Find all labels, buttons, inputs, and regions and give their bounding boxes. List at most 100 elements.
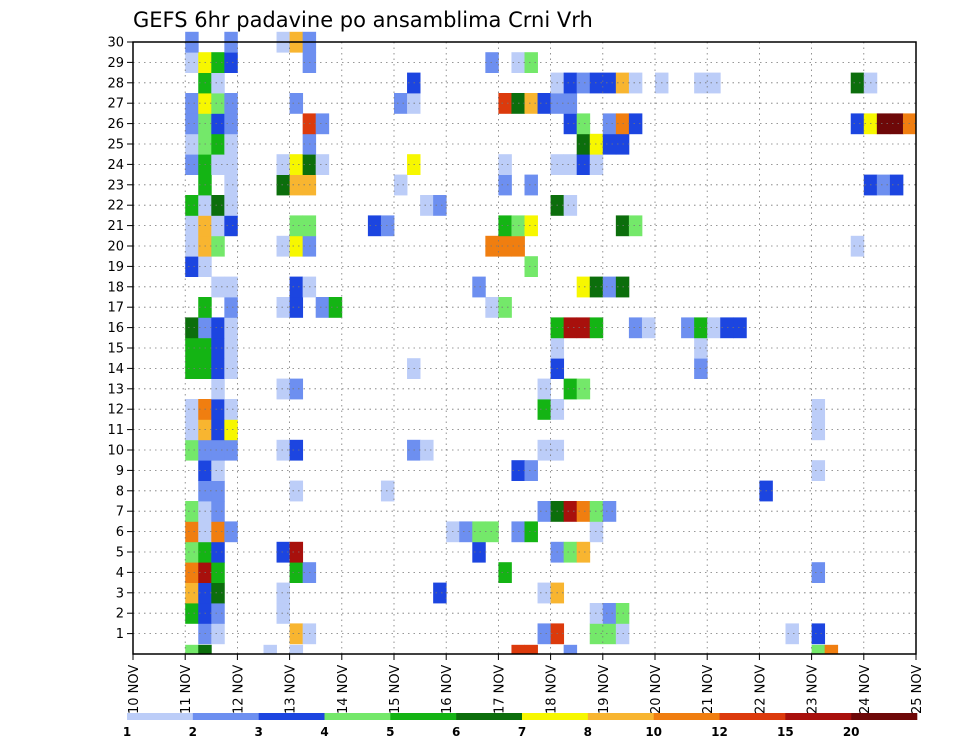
heatmap-cell (485, 235, 499, 257)
heatmap-cell (211, 113, 225, 135)
x-tick-label: 10 NOV (127, 665, 142, 714)
heatmap-cell (185, 52, 199, 73)
heatmap-cell (602, 603, 617, 624)
heatmap-cell (289, 439, 304, 461)
heatmap-cell (707, 317, 721, 339)
heatmap-cell (211, 358, 225, 379)
y-tick-label: 20 (107, 240, 124, 255)
heatmap-cell (211, 541, 225, 563)
heatmap-cell (576, 501, 591, 522)
heatmap-cell (628, 215, 643, 237)
heatmap-cell (289, 174, 304, 196)
y-tick-label: 16 (107, 321, 124, 336)
y-tick-label: 26 (107, 117, 124, 132)
heatmap-cell (524, 521, 538, 543)
colorbar-swatch (456, 713, 523, 720)
heatmap-cell (211, 521, 225, 543)
heatmap-cell (498, 174, 512, 196)
colorbar: 1 2 3 4 5 6 7 8 10 12 15 20 (123, 713, 918, 739)
heatmap-cell (563, 378, 578, 400)
heatmap-cell (211, 582, 225, 604)
heatmap-cell (602, 72, 617, 94)
heatmap-cell (576, 113, 591, 135)
heatmap-cell (811, 419, 826, 441)
y-tick-label: 19 (107, 260, 124, 275)
y-tick-label: 7 (116, 505, 124, 520)
colorbar-swatch (192, 713, 259, 720)
y-tick-label: 5 (116, 546, 124, 561)
heatmap-cell (211, 52, 225, 73)
colorbar-swatch (785, 713, 852, 720)
heatmap-cell (185, 337, 199, 359)
heatmap-cell (498, 215, 512, 237)
heatmap-cell (394, 93, 408, 114)
colorbar-label: 5 (386, 725, 394, 739)
heatmap-cell (602, 623, 617, 645)
heatmap-cell (185, 93, 199, 114)
heatmap-cell (289, 480, 304, 502)
y-tick-label: 6 (116, 525, 124, 540)
x-tick-label: 14 NOV (336, 665, 351, 714)
colorbar-label: 12 (711, 725, 728, 739)
heatmap-cell (211, 623, 225, 645)
heatmap-cell (433, 582, 447, 604)
colorbar-label: 2 (189, 725, 197, 739)
x-tick-label: 20 NOV (649, 665, 664, 714)
y-tick-label: 30 (107, 36, 124, 51)
colorbar-label: 7 (518, 725, 526, 739)
y-tick-label: 25 (107, 138, 124, 153)
heatmap-cell (811, 644, 826, 655)
heatmap-cell (224, 174, 238, 196)
heatmap-cell (602, 501, 617, 522)
heatmap-cell (824, 644, 839, 655)
heatmap-cell (628, 72, 643, 94)
colorbar-swatch (258, 713, 325, 720)
heatmap-cell (733, 317, 747, 339)
heatmap-cell (185, 154, 199, 175)
heatmap-cell (185, 235, 199, 257)
x-tick-label: 25 NOV (910, 665, 925, 714)
y-tick-label: 18 (107, 280, 124, 295)
colorbar-swatch (127, 713, 194, 720)
colorbar-label: 10 (645, 725, 662, 739)
heatmap-cell (211, 133, 225, 155)
heatmap-cell (563, 644, 578, 655)
x-axis: 10 NOV 11 NOV 12 NOV 13 NOV 14 NOV 15 NOV 16 N… (127, 654, 925, 714)
heatmap-cell (524, 93, 538, 114)
heatmap-cell (185, 582, 199, 604)
x-tick-label: 13 NOV (284, 665, 299, 714)
heatmap-cell (537, 582, 551, 604)
heatmap-cell (563, 72, 578, 94)
heatmap-cell (889, 113, 904, 135)
heatmap-cell (367, 215, 382, 237)
heatmap-cell (185, 419, 199, 441)
y-tick-label: 15 (107, 342, 124, 357)
heatmap-cell (524, 215, 538, 237)
heatmap-cell (289, 235, 304, 257)
y-tick-label: 3 (116, 586, 124, 601)
heatmap-cell (276, 174, 290, 196)
heatmap-cell (315, 113, 330, 135)
heatmap-cell (211, 439, 225, 461)
heatmap-cell (224, 439, 238, 461)
heatmap-cell (224, 358, 238, 379)
heatmap-cell (498, 235, 512, 257)
colorbar-label: 3 (254, 725, 262, 739)
heatmap-cell (224, 317, 238, 339)
heatmap-cell (276, 603, 290, 624)
heatmap-cell (185, 644, 199, 655)
heatmap-cell (211, 215, 225, 237)
y-tick-label: 9 (116, 464, 124, 479)
heatmap-cell (537, 378, 551, 400)
y-tick-label: 24 (107, 158, 124, 173)
heatmap-cell (289, 297, 304, 318)
heatmap-cell (811, 623, 826, 645)
heatmap-cell (511, 644, 525, 655)
heatmap-cell (211, 603, 225, 624)
heatmap-cell (185, 562, 199, 583)
y-tick-label: 12 (107, 403, 124, 418)
heatmap-cell (185, 195, 199, 216)
heatmap-cell (224, 297, 238, 318)
heatmap-cell (289, 215, 304, 237)
heatmap-cell (485, 52, 499, 73)
